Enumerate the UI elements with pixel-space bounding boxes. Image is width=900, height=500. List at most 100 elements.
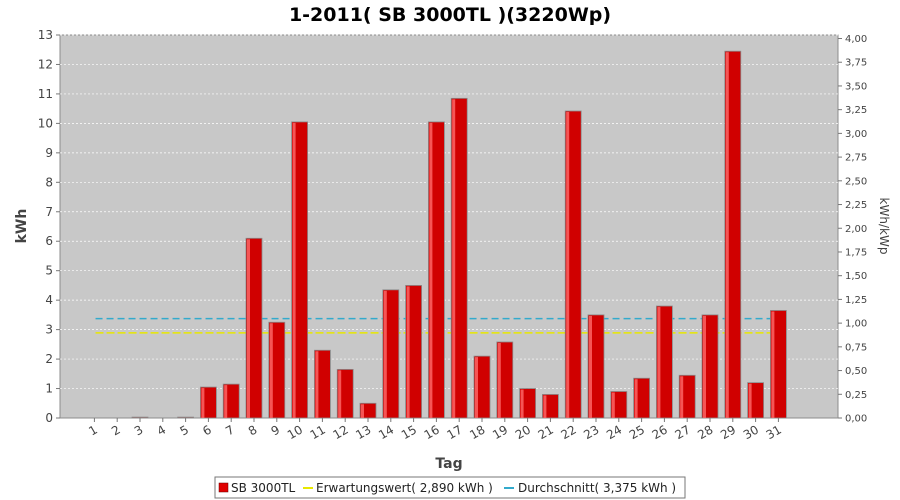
bar <box>405 285 423 419</box>
bar <box>177 416 195 419</box>
y-axis-label: kWh <box>14 209 30 244</box>
bar-highlight <box>520 389 524 418</box>
y-right-tick-label: 0,50 <box>845 366 867 377</box>
y-right-tick-label: 4,00 <box>845 34 867 45</box>
x-axis: 1 2 3 4 5 6 7 8 9 10 11 12 13 14 15 16 17 18 19 20 21 22 23 24 2… <box>86 418 784 442</box>
bar-highlight <box>589 315 592 418</box>
y-right-tick-label: 2,00 <box>845 224 867 235</box>
bar-highlight <box>201 388 205 418</box>
x-tick-label: 10 <box>285 422 305 442</box>
bar <box>222 383 240 419</box>
y-right-tick-label: 2,75 <box>845 153 867 164</box>
x-tick-label: 23 <box>581 422 601 442</box>
y-tick-label: 10 <box>38 116 53 130</box>
y-right-tick-label: 1,75 <box>845 247 867 258</box>
bar <box>564 110 582 419</box>
bar <box>336 368 354 419</box>
bar <box>678 374 696 419</box>
bar <box>427 121 445 419</box>
bar <box>268 321 286 419</box>
bar <box>131 416 149 419</box>
legend-label-sb3000tl: SB 3000TL <box>231 481 296 495</box>
bar <box>359 402 377 419</box>
x-tick-label: 20 <box>513 422 533 442</box>
bar-highlight <box>269 323 273 418</box>
bar <box>496 341 514 419</box>
bar-highlight <box>725 52 729 418</box>
y-tick-label: 1 <box>45 382 53 396</box>
bar <box>473 355 491 419</box>
y-right-tick-label: 3,00 <box>845 129 867 140</box>
y-right-tick-label: 0,00 <box>845 414 867 425</box>
y-axis-right-label: kWh/kWp <box>877 198 891 255</box>
bar-highlight <box>566 112 570 418</box>
x-tick-label: 13 <box>353 422 373 442</box>
bar <box>747 382 764 419</box>
bar <box>450 97 468 419</box>
x-tick-label: 24 <box>604 422 624 442</box>
x-tick-label: 19 <box>490 422 510 442</box>
y-tick-label: 4 <box>45 293 53 307</box>
y-right-tick-label: 3,50 <box>845 81 867 92</box>
bar-highlight <box>634 379 638 418</box>
chart-title: 1-2011( SB 3000TL )(3220Wp) <box>289 4 611 26</box>
bar-highlight <box>247 239 250 418</box>
bar <box>382 289 400 419</box>
y-axis-right: 0,00 0,25 0,50 0,75 1,00 1,25 1,50 1,75 2,00 2,25… <box>838 34 867 425</box>
bar-highlight <box>543 395 547 418</box>
bar <box>633 377 650 419</box>
x-tick-label: 21 <box>536 422 556 442</box>
bar <box>770 310 787 419</box>
bar-highlight <box>224 385 228 418</box>
y-right-tick-label: 2,25 <box>845 200 867 211</box>
bars <box>131 50 787 419</box>
bar <box>587 314 605 419</box>
bar <box>245 237 263 419</box>
legend: SB 3000TL Erwartungswert( 2,890 kWh ) Du… <box>214 476 686 499</box>
x-tick-label: 30 <box>741 422 761 442</box>
x-tick-label: 11 <box>308 422 328 442</box>
legend-swatch-sb3000tl <box>218 482 229 493</box>
gridlines <box>60 34 838 389</box>
y-right-tick-label: 0,75 <box>845 342 867 353</box>
bar-highlight <box>315 351 319 418</box>
bar <box>542 394 559 419</box>
legend-label-erwartungswert: Erwartungswert( 2,890 kWh ) <box>316 481 493 495</box>
bar-highlight <box>361 404 364 418</box>
bar <box>724 50 742 419</box>
x-tick-label: 22 <box>558 422 578 442</box>
x-tick-label: 12 <box>330 422 350 442</box>
y-tick-label: 13 <box>38 28 53 42</box>
y-tick-label: 2 <box>45 352 53 366</box>
bar-highlight <box>497 342 501 418</box>
bar-highlight <box>406 286 410 418</box>
x-tick-label: 18 <box>467 422 487 442</box>
bar-highlight <box>611 392 615 418</box>
bar-highlight <box>680 376 684 418</box>
y-right-tick-label: 1,50 <box>845 271 867 282</box>
y-tick-label: 3 <box>45 323 53 337</box>
y-right-tick-label: 0,25 <box>845 390 867 401</box>
bar <box>313 349 331 419</box>
y-tick-label: 9 <box>45 146 53 160</box>
bar-highlight <box>748 383 752 418</box>
y-tick-label: 0 <box>45 411 53 425</box>
bar-highlight <box>771 311 775 418</box>
bar <box>701 314 719 419</box>
x-tick-label: 16 <box>422 422 442 442</box>
x-tick-label: 15 <box>399 422 419 442</box>
bar <box>519 388 536 419</box>
x-tick-label: 29 <box>718 422 738 442</box>
bar-highlight <box>292 122 296 419</box>
y-tick-label: 12 <box>38 57 53 71</box>
y-right-tick-label: 3,75 <box>845 58 867 69</box>
x-tick-label: 17 <box>444 422 464 442</box>
y-right-tick-label: 1,25 <box>845 295 867 306</box>
y-tick-label: 7 <box>45 205 53 219</box>
x-tick-label: 28 <box>695 422 715 442</box>
legend-box <box>214 476 686 499</box>
x-tick-label: 14 <box>376 422 396 442</box>
y-right-tick-label: 2,50 <box>845 176 867 187</box>
